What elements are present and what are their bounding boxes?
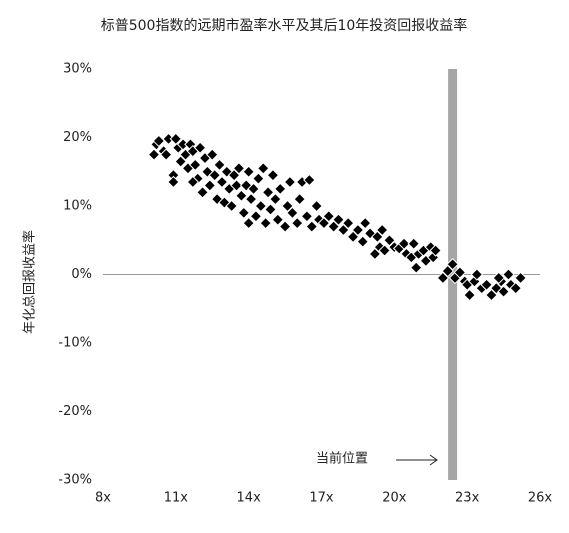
point xyxy=(152,134,166,148)
point xyxy=(322,210,335,223)
x-tick-label: 8x xyxy=(95,491,111,506)
chart-title: 标普500指数的远期市盈率水平及其后10年投资回报收益率 xyxy=(101,17,468,34)
point xyxy=(159,148,173,161)
point xyxy=(206,148,219,161)
point xyxy=(291,216,304,230)
point xyxy=(232,162,246,175)
point xyxy=(446,258,459,271)
y-tick-label: -20% xyxy=(58,404,92,419)
point xyxy=(208,168,221,182)
point xyxy=(167,175,180,189)
point xyxy=(341,216,355,230)
point xyxy=(286,206,299,220)
x-tick-label: 14x xyxy=(237,491,262,506)
point xyxy=(213,158,226,172)
point xyxy=(502,268,515,281)
point xyxy=(303,173,316,187)
annotation: 当前位置 xyxy=(316,451,368,467)
point xyxy=(409,261,423,274)
point xyxy=(470,268,484,281)
point xyxy=(257,162,270,175)
point xyxy=(147,148,161,161)
y-tick-label: 0% xyxy=(71,267,92,282)
point xyxy=(378,244,391,257)
point xyxy=(397,237,411,250)
x-tick-label: 26x xyxy=(528,491,553,506)
y-tick-label: 20% xyxy=(63,130,92,145)
point xyxy=(269,192,282,206)
point xyxy=(453,266,467,279)
point xyxy=(203,179,217,192)
point xyxy=(300,210,314,223)
point xyxy=(242,165,255,178)
point xyxy=(492,271,505,285)
point xyxy=(266,168,280,182)
point xyxy=(186,175,200,189)
point xyxy=(497,285,510,298)
point xyxy=(480,278,493,291)
y-tick-label: 30% xyxy=(63,62,92,77)
annotation-arrowhead xyxy=(429,454,438,466)
point xyxy=(235,189,248,202)
point xyxy=(215,175,229,189)
point xyxy=(351,223,365,237)
point xyxy=(358,216,372,230)
point xyxy=(332,213,345,226)
point xyxy=(189,158,202,172)
point xyxy=(230,179,243,192)
point xyxy=(244,192,258,206)
point xyxy=(254,199,268,213)
point xyxy=(193,141,207,154)
point xyxy=(271,213,285,226)
point xyxy=(283,175,297,189)
x-tick-label: 23x xyxy=(455,491,480,506)
point xyxy=(356,235,369,248)
point xyxy=(463,288,476,302)
point xyxy=(242,216,255,230)
point xyxy=(305,220,318,233)
point xyxy=(509,281,522,295)
point xyxy=(429,244,442,257)
point xyxy=(247,182,260,196)
point xyxy=(375,223,389,237)
y-tick-label: 10% xyxy=(63,199,92,214)
point xyxy=(407,237,420,250)
point xyxy=(310,199,323,213)
point xyxy=(252,172,265,185)
point xyxy=(274,182,287,196)
point xyxy=(225,199,238,213)
point xyxy=(237,206,251,220)
point xyxy=(264,203,277,216)
point xyxy=(400,247,413,261)
y-tick-label: -30% xyxy=(58,473,92,488)
point xyxy=(261,186,275,199)
x-tick-label: 11x xyxy=(164,491,189,506)
x-tick-label: 17x xyxy=(309,491,334,506)
x-tick-label: 20x xyxy=(382,491,407,506)
point xyxy=(293,192,306,206)
point xyxy=(249,210,263,223)
y-axis-label: 年化总回报收益率 xyxy=(22,230,38,334)
point xyxy=(514,271,527,285)
point xyxy=(259,216,272,230)
point xyxy=(196,186,209,199)
y-tick-label: -10% xyxy=(58,336,92,351)
point xyxy=(278,220,292,233)
